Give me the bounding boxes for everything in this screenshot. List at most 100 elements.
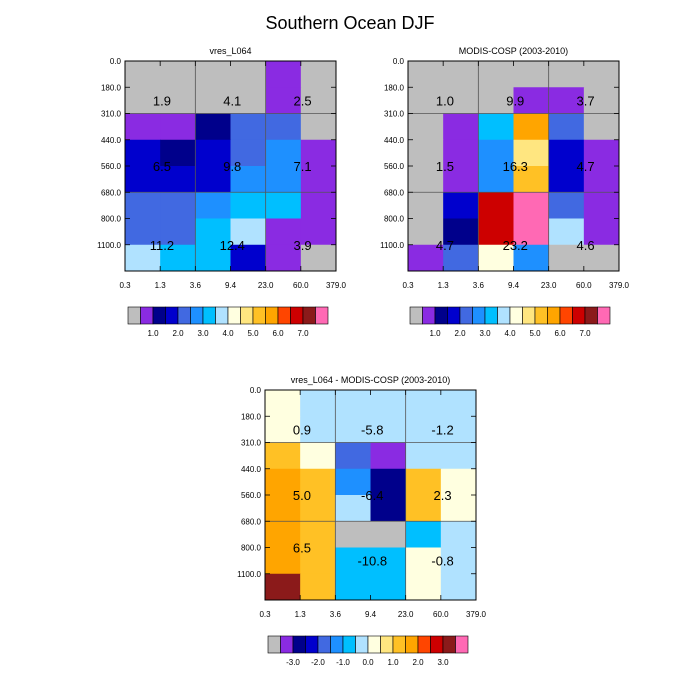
heatmap-cell: [265, 468, 301, 496]
heatmap-cell: [513, 192, 550, 219]
heatmap-cell: [443, 139, 479, 167]
colorbar-swatch: [317, 635, 331, 654]
heatmap-cell: [125, 192, 161, 219]
heatmap-cell: [195, 192, 231, 219]
x-tick-label: 0.3: [119, 281, 131, 290]
colorbar-swatch: [572, 306, 586, 325]
heatmap-cell: [548, 61, 585, 88]
heatmap-cell: [370, 468, 407, 496]
colorbar-label: 2.0: [412, 658, 424, 667]
colorbar-swatch: [447, 306, 461, 325]
heatmap-cell: [125, 113, 161, 141]
heatmap-cell: [265, 442, 301, 470]
heatmap-cell: [583, 244, 620, 272]
colorbar-swatch: [522, 306, 536, 325]
heatmap-cell: [370, 390, 407, 417]
colorbar-swatch: [330, 635, 344, 654]
heatmap-cell: [408, 87, 444, 114]
heatmap-cell: [478, 166, 514, 193]
panels: vres_L064 0.0 180.0 310.0 440.0 560.0 680.0 800…: [97, 46, 629, 667]
y-tick-label: 1100.0: [97, 241, 121, 250]
heatmap-cell: [583, 139, 620, 167]
colorbar-swatch: [442, 635, 456, 654]
heatmap-cell: [513, 61, 550, 88]
x-tick-label: 60.0: [433, 610, 449, 619]
heatmap-cell: [195, 139, 231, 167]
y-tick-label: 0.0: [393, 57, 405, 66]
heatmap-cell: [300, 468, 336, 496]
colorbar-swatch: [405, 635, 419, 654]
heatmap-cell: [405, 573, 442, 601]
x-tick-label: 3.6: [190, 281, 202, 290]
heatmap-cell: [265, 547, 301, 575]
heatmap-cell: [300, 192, 337, 219]
heatmap-cell: [335, 442, 371, 470]
x-tick-label: 9.4: [365, 610, 377, 619]
heatmap-cell: [265, 139, 302, 167]
x-tick-label: 9.4: [508, 281, 520, 290]
heatmap-cell: [408, 139, 444, 167]
colorbar-swatch: [484, 306, 498, 325]
cell-value-label: -10.8: [357, 554, 387, 569]
panel-title: vres_L064: [209, 46, 251, 56]
cell-value-label: 7.1: [294, 159, 312, 174]
colorbar-swatch: [584, 306, 598, 325]
colorbar-swatch: [292, 635, 306, 654]
heatmap-cell: [405, 390, 442, 417]
cell-value-label: 2.5: [294, 93, 312, 108]
heatmap-cell: [513, 113, 550, 141]
y-tick-label: 440.0: [241, 465, 262, 474]
colorbar-swatch: [430, 635, 444, 654]
heatmap-cell: [513, 139, 550, 167]
heatmap-cell: [513, 218, 550, 246]
heatmap-cell: [440, 573, 477, 601]
heatmap-cell: [300, 547, 336, 575]
heatmap-cell: [265, 113, 302, 141]
cell-value-label: 12.4: [220, 238, 245, 253]
colorbar-swatch: [140, 306, 154, 325]
colorbar-swatch: [547, 306, 561, 325]
heatmap-cell: [440, 547, 477, 575]
colorbar-label: 7.0: [579, 329, 591, 338]
heatmap-panel-1: vres_L064 0.0 180.0 310.0 440.0 560.0 680.0 800…: [97, 46, 346, 338]
y-tick-label: 310.0: [101, 110, 122, 119]
colorbar-swatch: [315, 306, 329, 325]
colorbar-label: 5.0: [529, 329, 541, 338]
cell-value-label: 4.7: [577, 159, 595, 174]
cell-value-label: 4.7: [436, 238, 454, 253]
colorbar-swatch: [265, 306, 279, 325]
x-tick-label: 379.0: [326, 281, 347, 290]
heatmap-cell: [195, 61, 231, 88]
colorbar-label: 3.0: [479, 329, 491, 338]
colorbar-label: 3.0: [197, 329, 209, 338]
heatmap-cell: [160, 139, 196, 167]
heatmap-cell: [125, 166, 161, 193]
heatmap-cell: [478, 113, 514, 141]
heatmap-cell: [230, 61, 267, 88]
heatmap-cell: [408, 218, 444, 246]
colorbar: -3.0 -2.0 -1.0 0.0 1.0 2.0 3.0: [267, 635, 469, 667]
heatmap-cell: [370, 495, 407, 522]
cell-value-label: 23.2: [503, 238, 528, 253]
y-tick-label: 560.0: [101, 162, 122, 171]
cell-value-label: -5.8: [361, 422, 383, 437]
heatmap-cell: [125, 61, 161, 88]
heatmap-cell: [230, 87, 267, 114]
heatmap-cell: [548, 166, 585, 193]
colorbar-label: 6.0: [272, 329, 284, 338]
cell-value-label: -0.8: [431, 554, 453, 569]
heatmap-cell: [440, 416, 477, 443]
colorbar-swatch: [367, 635, 381, 654]
heatmap-cell: [370, 547, 407, 575]
x-tick-label: 3.6: [473, 281, 485, 290]
y-tick-label: 180.0: [241, 412, 262, 421]
y-tick-label: 560.0: [384, 162, 405, 171]
heatmap-cell: [405, 521, 442, 548]
heatmap-cell: [230, 113, 267, 141]
colorbar-label: 5.0: [247, 329, 259, 338]
heatmap-cell: [405, 442, 442, 470]
colorbar-swatch: [227, 306, 241, 325]
colorbar-swatch: [459, 306, 473, 325]
cell-value-label: 1.5: [436, 159, 454, 174]
y-tick-label: 680.0: [101, 188, 122, 197]
